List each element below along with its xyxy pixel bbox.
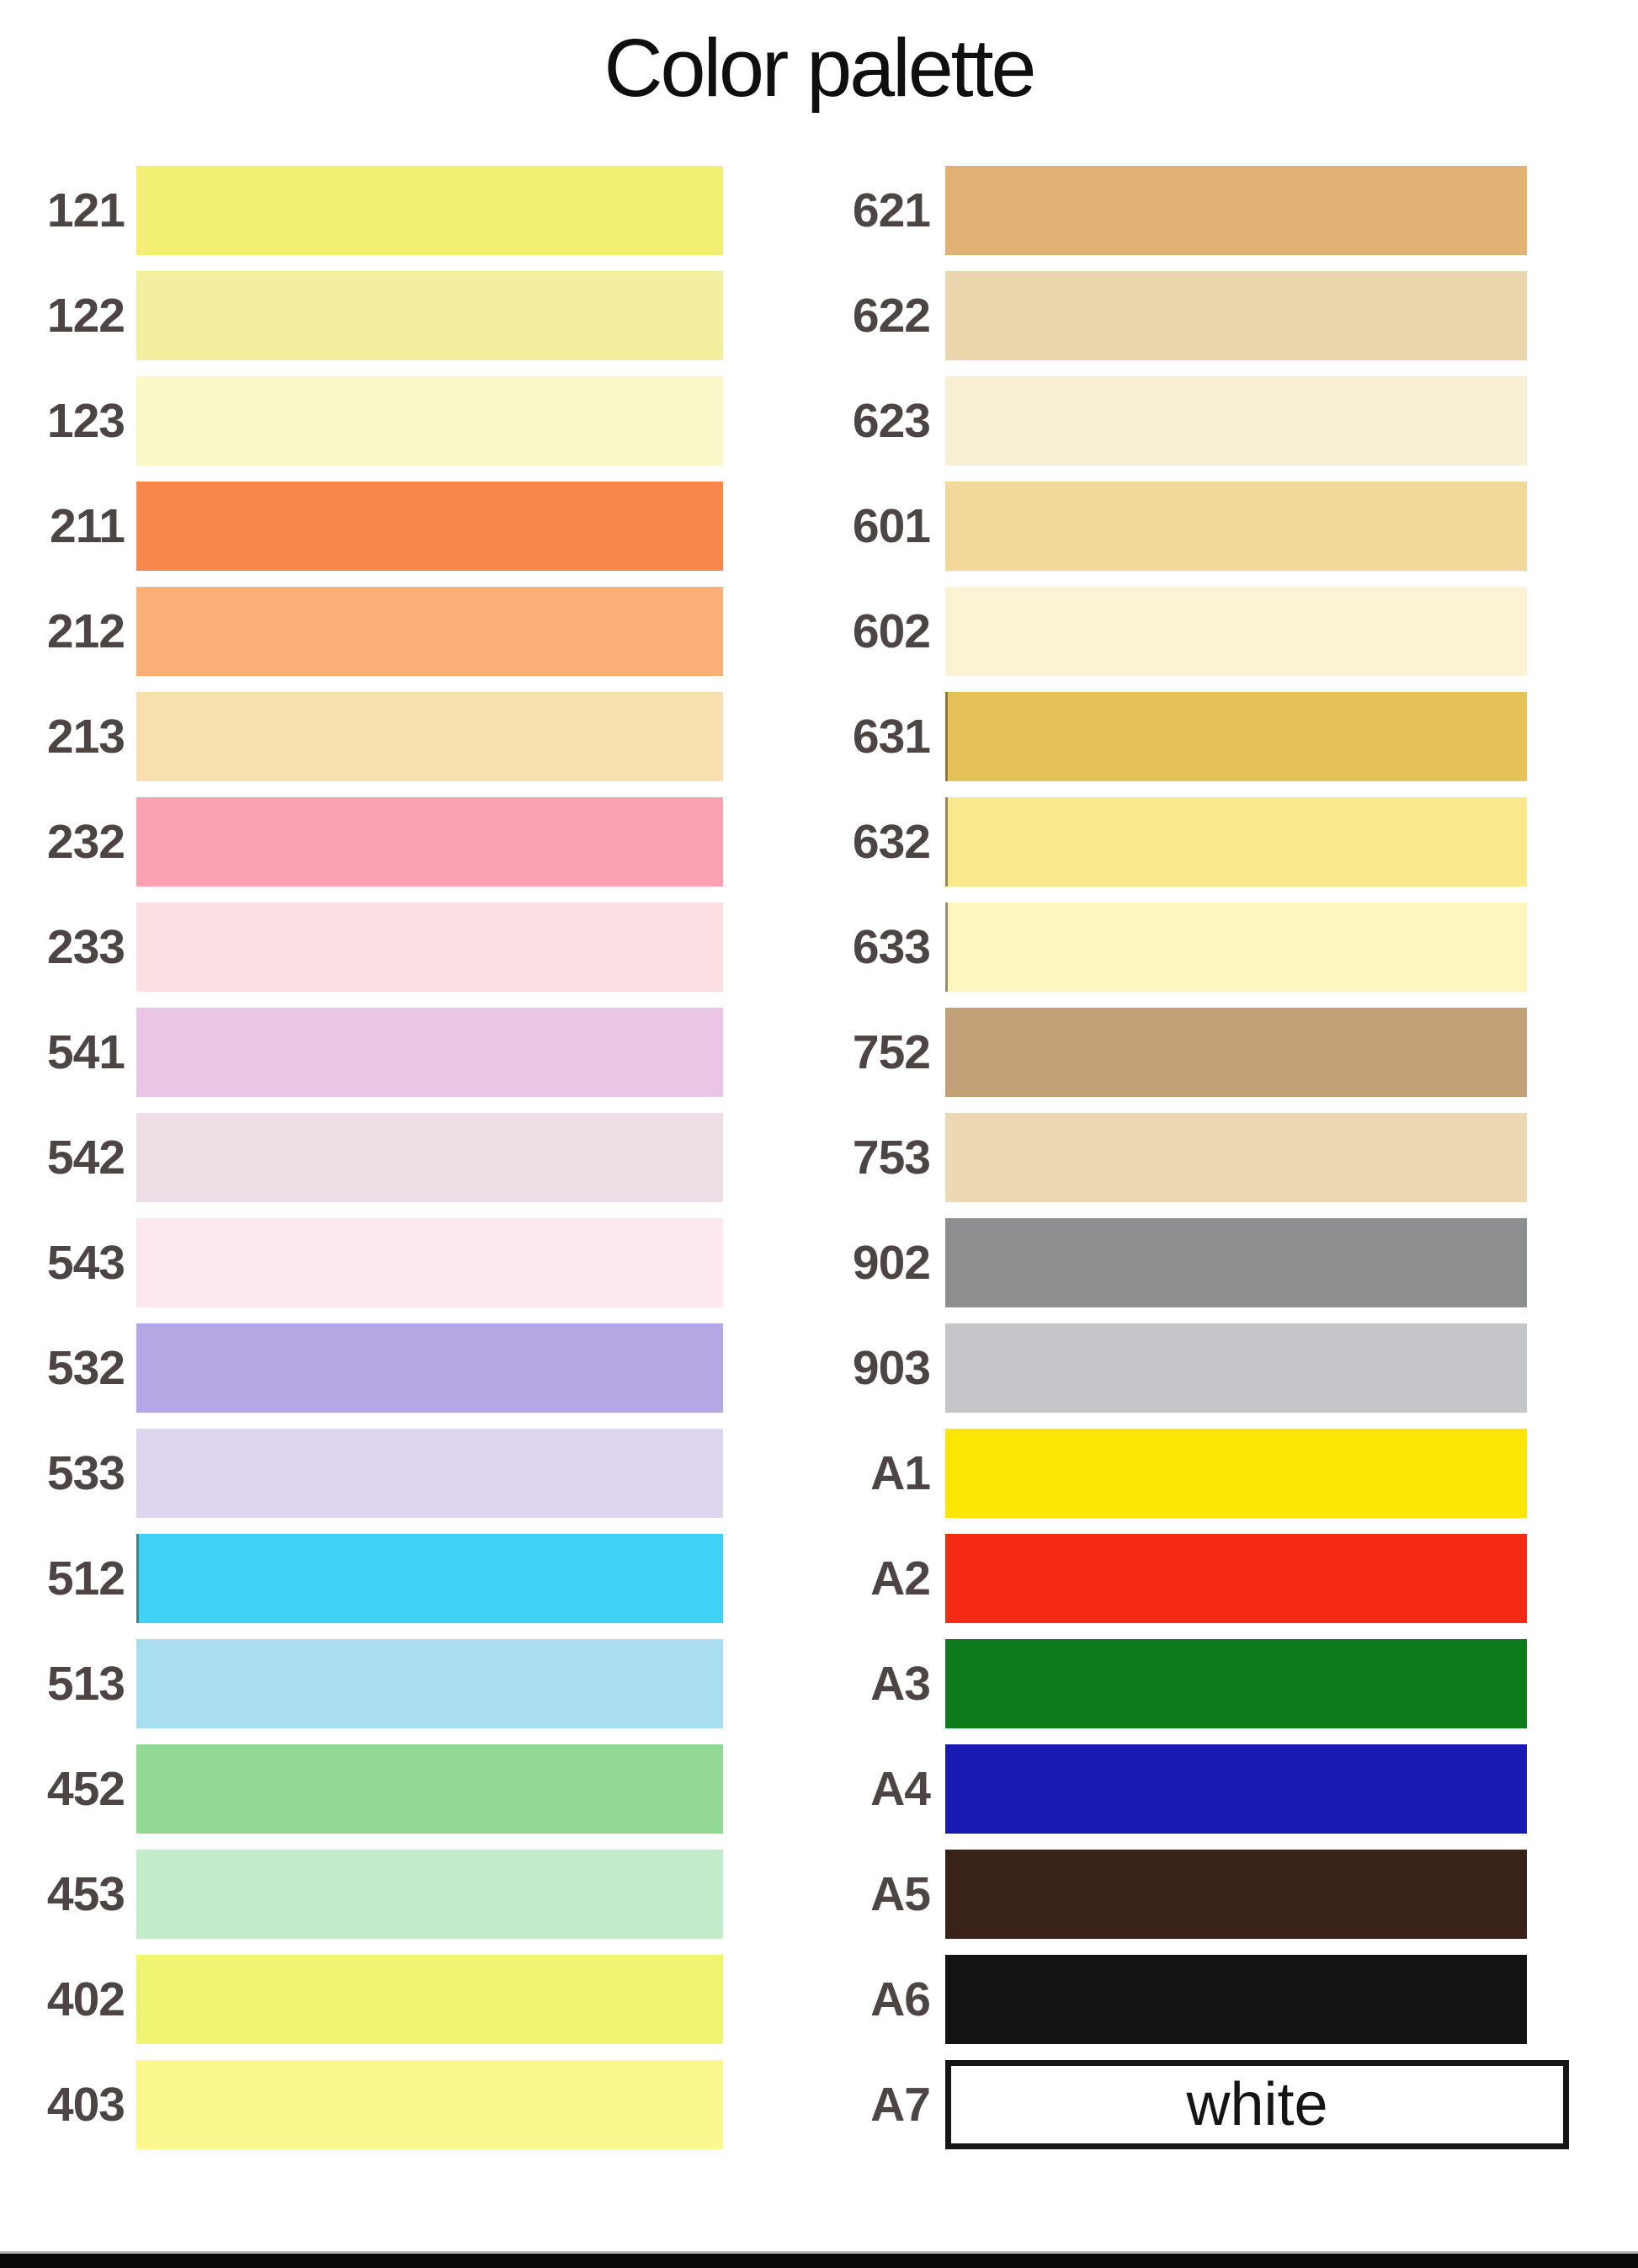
color-swatch-A5 [945, 1850, 1527, 1939]
color-swatch-541 [136, 1008, 723, 1097]
swatch-code-label-452: 452 [46, 1762, 125, 1816]
color-swatch-543 [136, 1218, 723, 1307]
swatch-code-label-122: 122 [46, 289, 125, 343]
color-swatch-A1 [945, 1429, 1527, 1518]
footer-divider [0, 2251, 1638, 2254]
color-swatch-533 [136, 1429, 723, 1518]
swatch-code-label-A2: A2 [870, 1552, 931, 1605]
color-swatch-621 [945, 166, 1527, 255]
color-swatch-123 [136, 376, 723, 466]
swatch-code-label-402: 402 [46, 1973, 125, 2026]
swatch-code-label-903: 903 [852, 1341, 931, 1395]
swatch-code-label-403: 403 [46, 2078, 125, 2132]
color-swatch-233 [136, 902, 723, 992]
color-swatch-213 [136, 692, 723, 781]
color-swatch-902 [945, 1218, 1527, 1307]
swatch-code-label-232: 232 [46, 815, 125, 869]
color-swatch-402 [136, 1955, 723, 2044]
swatch-code-label-233: 233 [46, 920, 125, 974]
swatch-code-label-A1: A1 [870, 1446, 931, 1500]
swatch-code-label-602: 602 [852, 604, 931, 658]
color-swatch-512 [136, 1534, 723, 1623]
color-swatch-A2 [945, 1534, 1527, 1623]
swatch-code-label-212: 212 [46, 604, 125, 658]
footer-bar [0, 2254, 1638, 2268]
color-swatch-A4 [945, 1744, 1527, 1834]
swatch-code-label-621: 621 [852, 184, 931, 237]
color-swatch-633 [945, 902, 1527, 992]
color-swatch-632 [945, 797, 1527, 886]
swatch-code-label-121: 121 [46, 184, 125, 237]
swatch-code-label-211: 211 [50, 499, 125, 553]
color-swatch-602 [945, 587, 1527, 676]
color-swatch-903 [945, 1323, 1527, 1413]
color-swatch-121 [136, 166, 723, 255]
swatch-code-label-A7: A7 [870, 2078, 931, 2132]
page-title: Color palette [604, 22, 1037, 114]
color-swatch-452 [136, 1744, 723, 1834]
color-swatch-212 [136, 587, 723, 676]
swatch-code-label-753: 753 [852, 1131, 931, 1185]
swatch-code-label-631: 631 [852, 710, 931, 764]
color-swatch-601 [945, 482, 1527, 571]
swatch-code-label-632: 632 [852, 815, 931, 869]
swatch-code-label-752: 752 [852, 1025, 931, 1079]
color-swatch-542 [136, 1113, 723, 1202]
swatch-code-label-541: 541 [46, 1025, 125, 1079]
color-swatch-631 [945, 692, 1527, 781]
swatch-code-label-533: 533 [46, 1446, 125, 1500]
color-swatch-122 [136, 271, 723, 360]
color-swatch-A6 [945, 1955, 1527, 2044]
white-swatch-text: white [1186, 2071, 1328, 2138]
swatch-code-label-601: 601 [852, 499, 931, 553]
swatch-code-label-A5: A5 [870, 1867, 931, 1921]
swatch-code-label-543: 543 [46, 1236, 125, 1290]
color-swatch-211 [136, 482, 723, 571]
swatch-code-label-902: 902 [852, 1236, 931, 1290]
color-swatch-232 [136, 797, 723, 886]
swatch-code-label-A6: A6 [870, 1973, 931, 2026]
color-swatch-753 [945, 1113, 1527, 1202]
swatch-code-label-622: 622 [852, 289, 931, 343]
swatch-code-label-A3: A3 [870, 1657, 931, 1711]
swatch-code-label-123: 123 [46, 394, 125, 448]
color-swatch-A7: white [945, 2060, 1569, 2149]
color-swatch-513 [136, 1639, 723, 1728]
color-swatch-A3 [945, 1639, 1527, 1728]
color-swatch-622 [945, 271, 1527, 360]
color-swatch-453 [136, 1850, 723, 1939]
swatch-code-label-542: 542 [46, 1131, 125, 1185]
swatch-code-label-623: 623 [852, 394, 931, 448]
swatch-code-label-453: 453 [46, 1867, 125, 1921]
swatch-code-label-512: 512 [46, 1552, 125, 1605]
color-swatch-532 [136, 1323, 723, 1413]
swatch-code-label-633: 633 [852, 920, 931, 974]
swatch-code-label-213: 213 [46, 710, 125, 764]
swatch-code-label-513: 513 [46, 1657, 125, 1711]
swatch-code-label-532: 532 [46, 1341, 125, 1395]
color-swatch-403 [136, 2060, 723, 2149]
color-swatch-752 [945, 1008, 1527, 1097]
color-swatch-623 [945, 376, 1527, 466]
swatch-code-label-A4: A4 [870, 1762, 931, 1816]
